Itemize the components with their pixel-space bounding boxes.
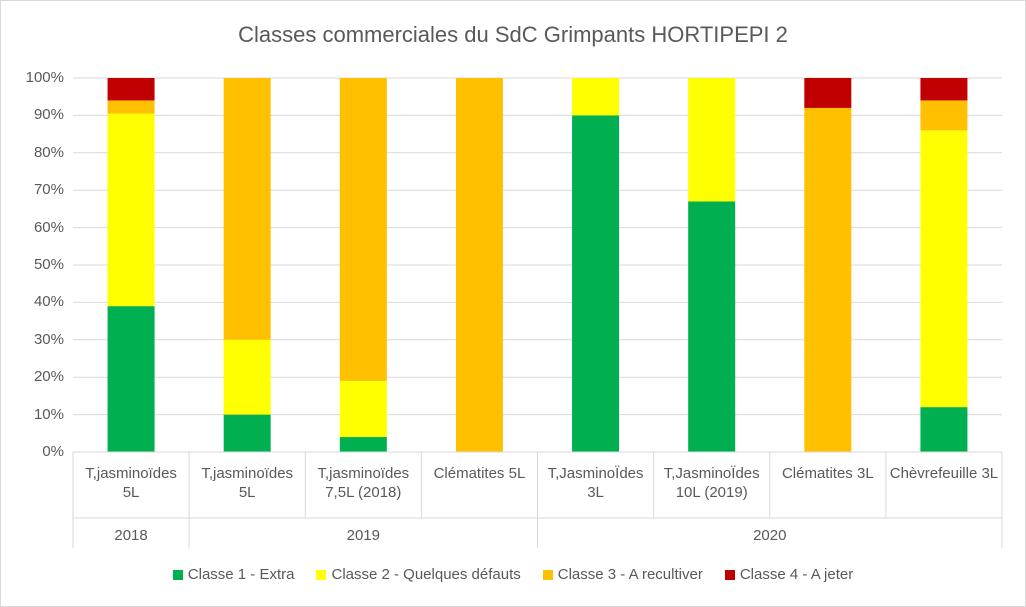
- legend-label: Classe 1 - Extra: [187, 566, 295, 583]
- bar-segment: [339, 437, 387, 452]
- bar-segment: [107, 306, 155, 452]
- bar-segment: [572, 78, 620, 116]
- y-tick-label: 10%: [33, 405, 64, 423]
- bar-segment: [572, 115, 620, 453]
- legend-swatch: [316, 569, 327, 580]
- y-tick-label: 80%: [33, 143, 64, 161]
- legend-label: Classe 3 - A recultiver: [557, 566, 703, 583]
- x-tick-label: Clématites 5L: [433, 465, 526, 482]
- x-tick-label: T,JasminoÏdes 10L (2019): [663, 465, 760, 501]
- x-tick-label: T,jasminoïdes 7,5L (2018): [317, 465, 410, 501]
- y-tick-label: 100%: [25, 69, 64, 86]
- bar-segment: [688, 201, 736, 452]
- bar-segment: [107, 78, 155, 101]
- bar-segment: [455, 78, 503, 452]
- legend-item: Classe 4 - A jeter: [724, 566, 854, 583]
- bar-segment: [920, 130, 968, 408]
- x-tick-label: Clématites 3L: [781, 465, 874, 482]
- y-tick-label: 0%: [42, 443, 64, 460]
- group-label: 2018: [114, 527, 148, 544]
- legend: Classe 1 - Extra Classe 2 - Quelques défa…: [0, 566, 1026, 583]
- group-label: 2019: [346, 527, 380, 544]
- y-tick-label: 90%: [33, 106, 64, 124]
- legend-label: Classe 2 - Quelques défauts: [331, 566, 521, 583]
- chart-title: Classes commerciales du SdC Grimpants HO…: [238, 22, 788, 47]
- x-tick-label: Chèvrefeuille 3L: [889, 465, 999, 482]
- legend-item: Classe 3 - A recultiver: [542, 566, 703, 583]
- bar-segment: [804, 107, 852, 453]
- bar-segment: [223, 78, 271, 340]
- x-tick-label: T,jasminoïdes 5L: [201, 465, 294, 501]
- bar-segment: [107, 113, 155, 307]
- bar-segment: [920, 100, 968, 131]
- legend-swatch: [172, 569, 183, 580]
- legend-swatch: [542, 569, 553, 580]
- y-tick-label: 20%: [33, 368, 64, 386]
- bar-segment: [920, 407, 968, 452]
- bar-segment: [107, 100, 155, 114]
- y-tick-label: 70%: [33, 181, 64, 199]
- y-tick-label: 60%: [33, 218, 64, 236]
- bar-segment: [688, 78, 736, 202]
- y-tick-label: 40%: [33, 293, 64, 311]
- bar-segment: [339, 380, 387, 438]
- y-tick-label: 30%: [33, 330, 64, 348]
- x-tick-label: T,JasminoÏdes 3L: [547, 465, 644, 501]
- group-label: 2020: [753, 527, 787, 544]
- legend-item: Classe 2 - Quelques défauts: [316, 566, 521, 583]
- bar-segment: [804, 78, 852, 108]
- bar-segment: [339, 78, 387, 381]
- y-tick-label: 50%: [33, 256, 64, 273]
- legend-swatch: [724, 569, 735, 580]
- bar-segment: [223, 414, 271, 452]
- bar-segment: [920, 78, 968, 101]
- bar-segment: [223, 339, 271, 415]
- legend-label: Classe 4 - A jeter: [739, 566, 854, 583]
- legend-item: Classe 1 - Extra: [172, 566, 295, 583]
- x-tick-label: T,jasminoïdes 5L: [85, 465, 177, 501]
